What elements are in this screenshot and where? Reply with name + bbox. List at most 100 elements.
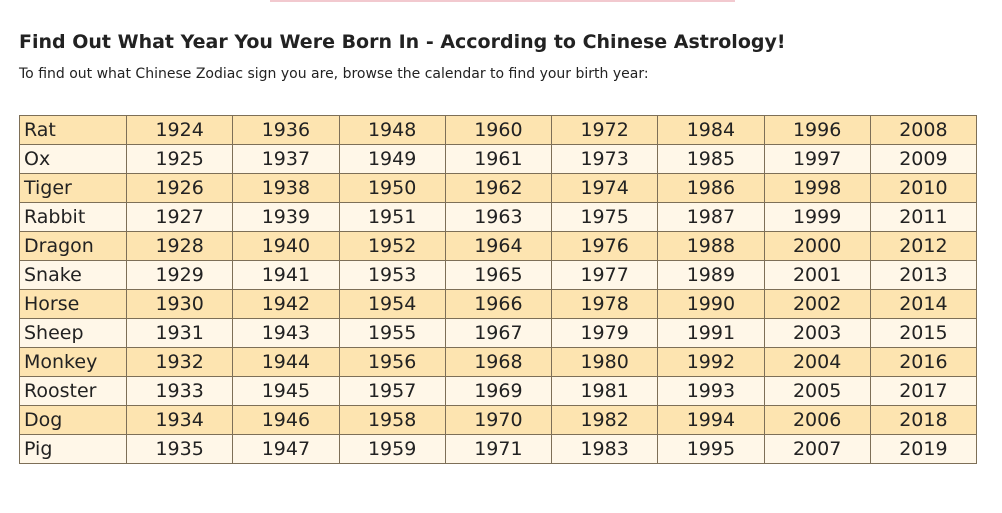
birth-year: 2007 [763,434,871,464]
birth-year: 2009 [869,144,978,174]
birth-year: 1933 [125,376,234,406]
zodiac-table: Rat 1924 1936 1948 1960 1972 1984 1996 2008 Ox 192… [19,115,978,464]
birth-year: 2005 [763,376,871,406]
zodiac-sign: Dog [19,405,127,435]
zodiac-sign: Tiger [19,173,127,203]
zodiac-sign: Rabbit [19,202,127,232]
birth-year: 1929 [125,260,234,290]
birth-year: 2004 [763,347,871,377]
birth-year: 1956 [338,347,446,377]
birth-year: 1966 [444,289,553,319]
birth-year: 2010 [869,173,978,203]
birth-year: 1986 [657,173,765,203]
birth-year: 2015 [869,318,978,348]
zodiac-sign: Rat [19,115,127,145]
birth-year: 1983 [550,434,659,464]
birth-year: 1999 [763,202,871,232]
table-row: Horse 1930 1942 1954 1966 1978 1990 2002 2014 [19,289,978,319]
zodiac-sign: Ox [19,144,127,174]
birth-year: 1971 [444,434,553,464]
birth-year: 1961 [444,144,553,174]
table-row: Monkey 1932 1944 1956 1968 1980 1992 2004 2016 [19,347,978,377]
birth-year: 1938 [232,173,340,203]
birth-year: 2012 [869,231,978,261]
birth-year: 1953 [338,260,446,290]
birth-year: 2017 [869,376,978,406]
birth-year: 1931 [125,318,234,348]
page-title: Find Out What Year You Were Born In - Ac… [19,31,786,53]
birth-year: 1927 [125,202,234,232]
birth-year: 1967 [444,318,553,348]
birth-year: 1954 [338,289,446,319]
birth-year: 1965 [444,260,553,290]
birth-year: 1963 [444,202,553,232]
birth-year: 1925 [125,144,234,174]
birth-year: 1932 [125,347,234,377]
birth-year: 1995 [657,434,765,464]
birth-year: 1984 [657,115,765,145]
birth-year: 2006 [763,405,871,435]
table-row: Sheep 1931 1943 1955 1967 1979 1991 2003 2015 [19,318,978,348]
birth-year: 1948 [338,115,446,145]
birth-year: 1985 [657,144,765,174]
birth-year: 1941 [232,260,340,290]
birth-year: 1991 [657,318,765,348]
birth-year: 1947 [232,434,340,464]
birth-year: 1935 [125,434,234,464]
birth-year: 1930 [125,289,234,319]
zodiac-sign: Rooster [19,376,127,406]
birth-year: 1998 [763,173,871,203]
birth-year: 1988 [657,231,765,261]
zodiac-sign: Horse [19,289,127,319]
birth-year: 1937 [232,144,340,174]
birth-year: 1989 [657,260,765,290]
birth-year: 1981 [550,376,659,406]
birth-year: 1964 [444,231,553,261]
birth-year: 1972 [550,115,659,145]
birth-year: 2011 [869,202,978,232]
birth-year: 1934 [125,405,234,435]
table-row: Rat 1924 1936 1948 1960 1972 1984 1996 2008 [19,115,978,145]
birth-year: 2018 [869,405,978,435]
birth-year: 1962 [444,173,553,203]
birth-year: 1957 [338,376,446,406]
table-row: Dragon 1928 1940 1952 1964 1976 1988 2000 2012 [19,231,978,261]
birth-year: 2002 [763,289,871,319]
birth-year: 1945 [232,376,340,406]
birth-year: 1949 [338,144,446,174]
birth-year: 1946 [232,405,340,435]
birth-year: 2013 [869,260,978,290]
birth-year: 1939 [232,202,340,232]
birth-year: 1928 [125,231,234,261]
birth-year: 1973 [550,144,659,174]
birth-year: 1977 [550,260,659,290]
birth-year: 1994 [657,405,765,435]
birth-year: 1992 [657,347,765,377]
zodiac-sign: Monkey [19,347,127,377]
birth-year: 1993 [657,376,765,406]
zodiac-sign: Snake [19,260,127,290]
zodiac-sign: Pig [19,434,127,464]
birth-year: 2016 [869,347,978,377]
table-row: Rooster 1933 1945 1957 1969 1981 1993 2005 2017 [19,376,978,406]
birth-year: 1976 [550,231,659,261]
table-row: Snake 1929 1941 1953 1965 1977 1989 2001 2013 [19,260,978,290]
birth-year: 1982 [550,405,659,435]
birth-year: 1996 [763,115,871,145]
birth-year: 1978 [550,289,659,319]
birth-year: 1960 [444,115,553,145]
birth-year: 1990 [657,289,765,319]
table-body: Rat 1924 1936 1948 1960 1972 1984 1996 2008 Ox 192… [19,115,978,464]
birth-year: 1952 [338,231,446,261]
birth-year: 1924 [125,115,234,145]
zodiac-sign: Sheep [19,318,127,348]
birth-year: 1987 [657,202,765,232]
birth-year: 2001 [763,260,871,290]
top-divider [270,0,735,2]
page-subtitle: To find out what Chinese Zodiac sign you… [19,66,649,82]
birth-year: 1936 [232,115,340,145]
birth-year: 1997 [763,144,871,174]
birth-year: 1980 [550,347,659,377]
birth-year: 1950 [338,173,446,203]
